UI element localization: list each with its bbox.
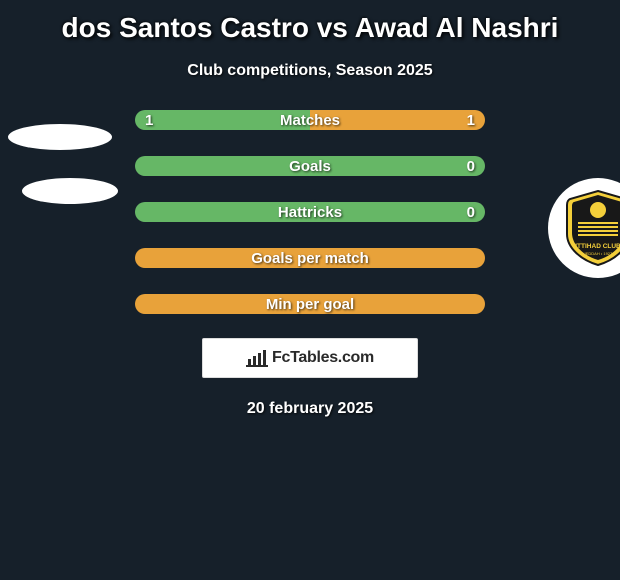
date-text: 20 february 2025 — [0, 400, 620, 418]
decor-ellipse-2 — [22, 178, 118, 204]
page-title: dos Santos Castro vs Awad Al Nashri — [0, 0, 620, 44]
stat-bar: 0 Hattricks — [135, 202, 485, 222]
bar-label: Matches — [280, 112, 340, 129]
chart-icon — [246, 349, 268, 367]
branding-box: FcTables.com — [202, 338, 418, 378]
stat-bar: Goals per match — [135, 248, 485, 268]
bar-value-left: 1 — [145, 112, 153, 129]
stat-bar: 0 Goals — [135, 156, 485, 176]
bar-value-right: 1 — [467, 112, 475, 129]
stat-bar: Min per goal — [135, 294, 485, 314]
branding-text: FcTables.com — [272, 349, 374, 367]
bar-label: Goals — [289, 158, 331, 175]
page-subtitle: Club competitions, Season 2025 — [0, 62, 620, 80]
bar-label: Min per goal — [266, 296, 354, 313]
bar-label: Goals per match — [251, 250, 369, 267]
club-badge-shield: ITTIHAD CLUB JEDDAH • 1927 — [565, 190, 620, 266]
badge-club-text: ITTIHAD CLUB — [575, 243, 620, 250]
stat-bar: 1 1 Matches — [135, 110, 485, 130]
bar-value-right: 0 — [467, 158, 475, 175]
svg-text:JEDDAH • 1927: JEDDAH • 1927 — [584, 251, 613, 256]
bar-value-right: 0 — [467, 204, 475, 221]
decor-ellipse-1 — [8, 124, 112, 150]
bar-label: Hattricks — [278, 204, 342, 221]
